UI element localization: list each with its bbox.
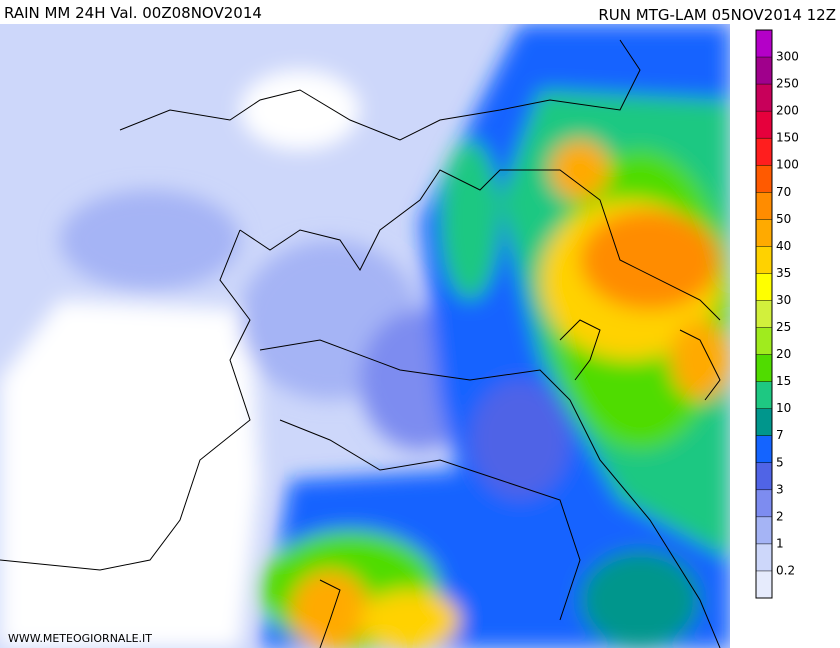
scale-label: 2 [776, 509, 784, 523]
scale-label: 200 [776, 104, 799, 118]
scale-label: 250 [776, 77, 799, 91]
scale-label: 10 [776, 401, 791, 415]
scale-label: 3 [776, 482, 784, 496]
scale-swatch [756, 219, 772, 247]
scale-label: 5 [776, 455, 784, 469]
scale-label: 35 [776, 266, 791, 280]
scale-swatch [756, 84, 772, 112]
scale-label: 300 [776, 50, 799, 64]
scale-label: 40 [776, 239, 791, 253]
scale-label: 30 [776, 293, 791, 307]
scale-swatch [756, 570, 772, 598]
scale-swatch [756, 57, 772, 85]
scale-label: 20 [776, 347, 791, 361]
map-title: RAIN MM 24H Val. 00Z08NOV2014 [4, 4, 262, 22]
footer-credit: WWW.METEOGIORNALE.IT [8, 632, 152, 645]
scale-frame [755, 29, 773, 599]
scale-swatch [756, 246, 772, 274]
run-info: RUN MTG-LAM 05NOV2014 12Z [598, 6, 836, 24]
legend-panel [730, 24, 840, 648]
scale-swatch [756, 516, 772, 544]
scale-label: 0.2 [776, 563, 795, 577]
scale-swatch [756, 327, 772, 355]
scale-swatch [756, 462, 772, 490]
scale-swatch [756, 381, 772, 409]
borders [0, 39, 721, 648]
scale-label: 15 [776, 374, 791, 388]
scale-swatch [756, 165, 772, 193]
color-scale: 300 250 200 150 100 70 50 40 35 30 25 20 15 10 7 5 3 2 1 0.… [755, 29, 799, 599]
scale-label: 100 [776, 158, 799, 172]
scale-label: 50 [776, 212, 791, 226]
scale-swatch [756, 543, 772, 571]
scale-label: 1 [776, 536, 784, 550]
scale-label: 150 [776, 131, 799, 145]
scale-swatch [756, 192, 772, 220]
scale-swatch [756, 30, 772, 58]
scale-swatch [756, 489, 772, 517]
scale-swatch [756, 354, 772, 382]
scale-label: 25 [776, 320, 791, 334]
scale-label: 7 [776, 428, 784, 442]
scale-swatch [756, 300, 772, 328]
scale-swatch [756, 408, 772, 436]
scale-swatch [756, 435, 772, 463]
scale-label: 70 [776, 185, 791, 199]
scale-swatch [756, 273, 772, 301]
scale-swatch [756, 111, 772, 139]
scale-swatch [756, 138, 772, 166]
precipitation-field [0, 24, 730, 648]
